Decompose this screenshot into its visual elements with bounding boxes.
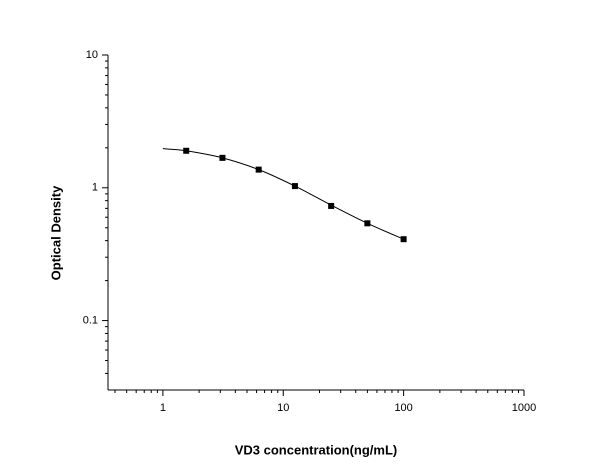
data-point (219, 154, 226, 161)
x-tick-label: 100 (394, 402, 412, 414)
x-axis-title: VD3 concentration(ng/mL) (235, 442, 398, 457)
y-axis-title: Optical Density (48, 185, 63, 280)
x-tick-label: 1 (160, 402, 166, 414)
data-point (183, 147, 190, 154)
x-tick-label: 1000 (512, 402, 536, 414)
y-tick-label: 10 (86, 49, 98, 61)
data-point (291, 183, 298, 190)
x-tick-label: 10 (277, 402, 289, 414)
data-point (400, 236, 407, 243)
data-point (255, 166, 262, 173)
data-point (364, 220, 371, 227)
data-point (328, 202, 335, 209)
y-tick-label: 1 (92, 182, 98, 194)
y-tick-label: 0.1 (83, 314, 98, 326)
